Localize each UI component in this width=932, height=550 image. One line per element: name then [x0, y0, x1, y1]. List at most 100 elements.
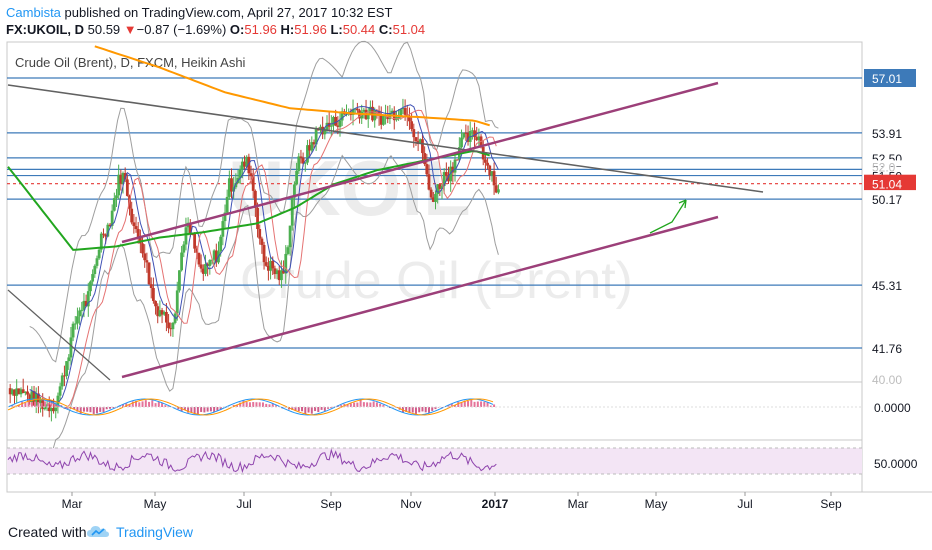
candle-body	[26, 391, 29, 395]
candle-body	[95, 258, 99, 266]
candle-body	[188, 222, 192, 234]
macd-histogram-bar	[271, 403, 274, 407]
macd-histogram-bar	[366, 402, 369, 407]
candle-body	[245, 156, 249, 167]
candle-body	[8, 388, 12, 395]
macd-histogram-bar	[340, 405, 343, 407]
candle-body	[290, 197, 294, 226]
macd-histogram-bar	[24, 402, 27, 407]
macd-histogram-bar	[261, 402, 264, 407]
time-tick-label: Jul	[236, 497, 251, 511]
watermark-name: Crude Oil (Brent)	[240, 252, 633, 310]
fast-ma-line	[29, 104, 499, 403]
macd-histogram-bar	[219, 407, 222, 410]
macd-histogram-bar	[209, 407, 212, 412]
macd-histogram-bar	[95, 407, 98, 414]
chart-title: Crude Oil (Brent), D, FXCM, Heikin Ashi	[15, 55, 246, 70]
macd-histogram-bar	[353, 402, 356, 407]
macd-histogram-bar	[21, 401, 24, 407]
candle-body	[427, 174, 431, 190]
macd-histogram-bar	[323, 407, 326, 411]
macd-histogram-bar	[330, 407, 333, 409]
candle-body	[323, 129, 327, 135]
macd-histogram-bar	[161, 403, 164, 407]
candle-body	[141, 243, 144, 254]
candle-body	[134, 226, 138, 230]
candle-body	[429, 189, 433, 198]
candle-body	[10, 389, 14, 395]
high-label: H:	[280, 22, 295, 37]
time-tick-label: Nov	[400, 497, 421, 511]
macd-histogram-bar	[34, 401, 37, 407]
candle-body	[336, 125, 340, 127]
time-tick-label: May	[645, 497, 668, 511]
macd-histogram-bar	[193, 407, 196, 415]
chart-header: Cambista published on TradingView.com, A…	[0, 0, 932, 40]
candle-body	[67, 357, 71, 362]
price-label-faint: 40.00	[872, 373, 902, 387]
candle-body	[149, 284, 153, 289]
candle-body	[431, 197, 435, 202]
macd-histogram-bar	[470, 399, 473, 407]
candle-body	[115, 195, 118, 199]
macd-histogram-bar	[268, 404, 271, 407]
candle-body	[247, 156, 251, 174]
macd-histogram-bar	[43, 401, 46, 407]
candle-body	[473, 130, 476, 138]
macd-signal-line	[7, 398, 494, 416]
orange-ma-line	[94, 45, 490, 127]
macd-histogram-bar	[483, 401, 486, 407]
macd-histogram-bar	[135, 400, 138, 407]
macd-histogram-bar	[239, 402, 242, 407]
candle-body	[151, 288, 155, 301]
price-label-bg	[864, 339, 916, 357]
macd-histogram-bar	[369, 402, 372, 407]
candle-body	[175, 290, 179, 314]
candle-body	[362, 109, 366, 112]
footer: Created with TradingView	[0, 515, 932, 550]
macd-histogram-bar	[196, 407, 199, 414]
macd-histogram-bar	[255, 402, 258, 407]
macd-histogram-bar	[434, 407, 437, 410]
macd-histogram-bar	[421, 407, 424, 412]
candle-body	[225, 196, 229, 213]
time-tick-label: Mar	[62, 497, 83, 511]
candle-body	[73, 323, 77, 325]
candle-body	[353, 108, 357, 110]
candle-body	[171, 322, 175, 330]
candle-body	[277, 270, 281, 281]
candle-body	[303, 162, 307, 164]
candle-body	[234, 183, 238, 188]
tradingview-brand-link[interactable]: TradingView	[116, 524, 194, 540]
candle-body	[123, 173, 127, 180]
candle-body	[455, 159, 459, 161]
price-label: 53.91	[872, 127, 902, 141]
channel-upper-line	[121, 81, 719, 244]
candle-body	[76, 316, 79, 324]
time-tick-label: May	[144, 497, 167, 511]
author-link[interactable]: Cambista	[6, 5, 61, 20]
macd-histogram-bar	[99, 407, 102, 412]
time-tick-label: Jul	[737, 497, 752, 511]
macd-histogram-bar	[258, 402, 261, 407]
candle-body	[93, 265, 97, 275]
macd-histogram-bar	[463, 400, 466, 407]
price-label: 45.31	[872, 279, 902, 293]
macd-histogram-bar	[349, 403, 352, 407]
macd-histogram-bar	[37, 401, 40, 407]
candle-body	[23, 391, 27, 394]
candle-body	[264, 262, 268, 266]
candle-body	[52, 408, 55, 412]
candle-body	[484, 159, 487, 163]
candle-body	[184, 227, 188, 245]
macd-histogram-bar	[82, 407, 85, 412]
projection-arrow	[649, 199, 687, 234]
candle-body	[65, 361, 68, 376]
candle-body	[201, 268, 205, 274]
rsi-band	[7, 448, 862, 474]
candle-body	[223, 212, 227, 222]
macd-histogram-bar	[346, 404, 349, 407]
candle-body	[119, 174, 123, 184]
macd-histogram-bar	[473, 401, 476, 407]
